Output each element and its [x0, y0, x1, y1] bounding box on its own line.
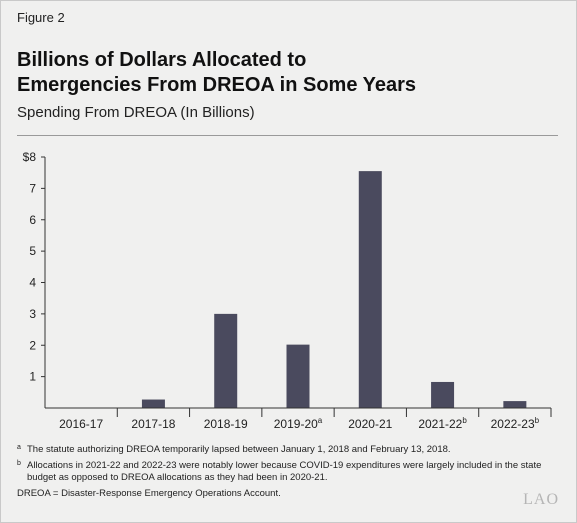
footnote-mark: b	[17, 460, 21, 467]
chart-title: Billions of Dollars Allocated to Emergen…	[17, 48, 557, 98]
footnote-text: The statute authorizing DREOA temporaril…	[27, 444, 451, 455]
x-tick-label: 2022-23b	[491, 416, 540, 431]
x-tick-label: 2020-21	[348, 417, 392, 431]
footnote-a: a The statute authorizing DREOA temporar…	[17, 444, 562, 456]
title-divider	[17, 135, 558, 136]
lao-logo: LAO	[523, 491, 559, 508]
bar	[141, 399, 165, 408]
y-tick-label: 3	[29, 307, 36, 321]
figure-label: Figure 2	[17, 10, 65, 25]
y-tick-label: 5	[29, 244, 36, 258]
chart-subtitle: Spending From DREOA (In Billions)	[17, 104, 255, 121]
y-tick-label: 7	[29, 181, 36, 195]
chart-title-line2: Emergencies From DREOA in Some Years	[17, 74, 417, 96]
x-tick-label: 2016-17	[59, 417, 103, 431]
x-tick-label: 2018-19	[204, 417, 248, 431]
bar	[286, 344, 310, 408]
y-tick-label: 1	[29, 370, 36, 384]
y-tick-label: 2	[29, 338, 36, 352]
footnotes: a The statute authorizing DREOA temporar…	[17, 444, 562, 500]
footnote-mark: a	[17, 444, 21, 451]
footnote-text: Allocations in 2021-22 and 2022-23 were …	[27, 460, 542, 483]
footnote-b: b Allocations in 2021-22 and 2022-23 wer…	[17, 460, 562, 484]
x-tick-label: 2017-18	[131, 417, 175, 431]
chart-title-line1: Billions of Dollars Allocated to	[17, 49, 307, 71]
x-tick-label: 2021-22b	[418, 416, 467, 431]
bar	[358, 171, 382, 408]
bar	[214, 313, 238, 408]
y-tick-label: $8	[23, 150, 37, 164]
bar	[503, 401, 527, 408]
y-tick-label: 6	[29, 213, 36, 227]
bar	[431, 381, 455, 408]
x-tick-label: 2019-20a	[274, 416, 323, 431]
acronym-definition: DREOA = Disaster-Response Emergency Oper…	[17, 488, 281, 499]
bar-chart: 1 2 3 4 5 6 7 $8 2016-17 2017-18 2018-19 2019-20a 20…	[23, 150, 552, 431]
y-tick-label: 4	[29, 276, 36, 290]
